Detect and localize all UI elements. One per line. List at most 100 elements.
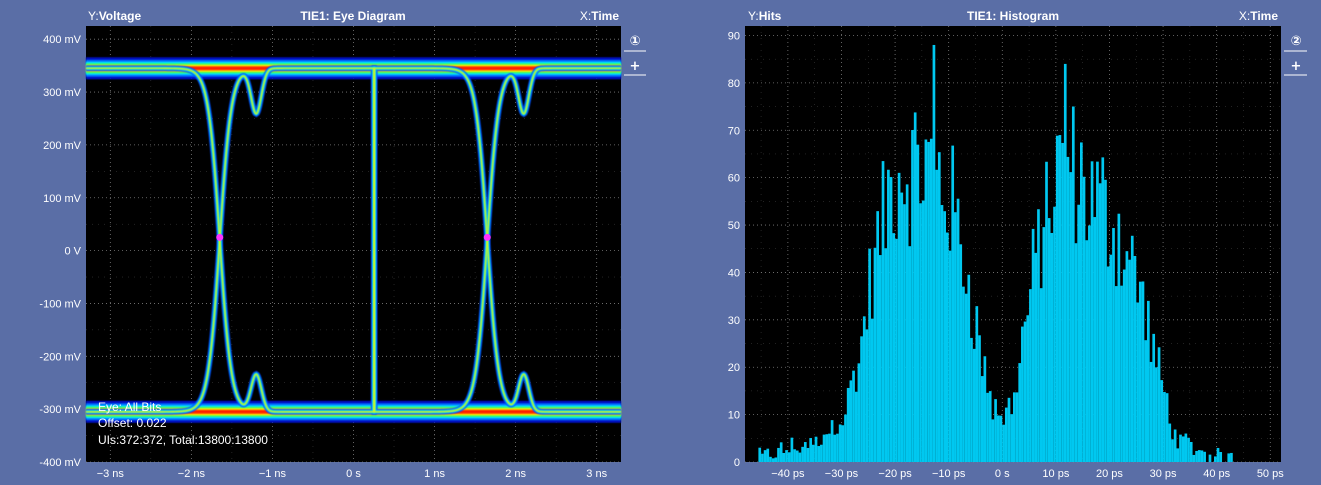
hist-y-tick-label: 40 [728, 267, 740, 279]
hist-bar [921, 200, 925, 462]
hist-bar [862, 316, 866, 462]
hist-bar [1104, 179, 1107, 462]
hist-x-tick-label: 40 ps [1203, 468, 1230, 480]
hist-bar [1138, 281, 1142, 462]
hist-bar [879, 255, 882, 462]
hist-bar [1165, 393, 1169, 462]
eye-badge[interactable]: ① [624, 34, 646, 52]
hist-bar [777, 447, 780, 462]
hist-bar [895, 238, 898, 462]
hist-bar [1133, 255, 1137, 462]
hist-x-tick-label: 50 ps [1257, 468, 1284, 480]
hist-bar [1130, 235, 1134, 462]
hist-x-tick-label: 30 ps [1150, 468, 1177, 480]
eye-title: TIE1: Eye Diagram [300, 9, 405, 23]
hist-bar [1152, 333, 1156, 462]
eye-y-tick-label: -300 mV [39, 404, 81, 416]
hist-bar [857, 363, 861, 462]
hist-bar [771, 458, 775, 462]
hist-bar [1192, 454, 1196, 462]
hist-bar [854, 391, 858, 462]
plus-icon[interactable]: + [630, 59, 641, 74]
eye-y-tick-labels: 400 mV 300 mV 200 mV 100 mV 0 V -100 mV -200 m… [39, 34, 81, 469]
hist-bar [911, 130, 914, 462]
hist-bar [1074, 243, 1078, 462]
hist-bar [779, 442, 783, 462]
hist-bar [967, 274, 971, 462]
hist-bar [817, 446, 821, 462]
hist-bar [849, 380, 853, 462]
hist-bar [964, 293, 968, 462]
hist-bar [948, 250, 952, 462]
hist-add-button[interactable]: + [1284, 59, 1307, 76]
hist-bar [986, 392, 989, 462]
hist-bar [1181, 436, 1185, 462]
badge-number-one[interactable]: ① [629, 34, 640, 49]
hist-bar [988, 391, 992, 462]
hist-y-tick-label: 30 [728, 315, 740, 327]
eye-plot-area[interactable] [86, 26, 621, 462]
hist-bar [1082, 176, 1086, 462]
hist-bar [999, 415, 1003, 462]
hist-bar [1096, 161, 1099, 462]
hist-bar [782, 453, 786, 462]
hist-bar [1039, 288, 1043, 462]
hist-y-tick-label: 20 [728, 362, 740, 374]
hist-title: TIE1: Histogram [967, 9, 1059, 23]
hist-bar [1141, 281, 1145, 462]
hist-bar [994, 399, 997, 462]
hist-bar [940, 205, 944, 462]
eye-y-axis-label: Y:Voltage [88, 9, 141, 23]
hist-bar [1144, 340, 1147, 462]
hist-bar [924, 139, 928, 462]
hist-bar [809, 438, 812, 462]
hist-bar [980, 376, 984, 462]
hist-bar [769, 456, 772, 462]
hist-bar [951, 145, 955, 462]
hist-bar [830, 420, 834, 462]
hist-x-tick-label: −40 ps [771, 468, 805, 480]
eye-traces [86, 57, 621, 423]
hist-bar [876, 211, 879, 462]
hist-y-tick-label: 70 [728, 125, 740, 137]
hist-bar [814, 436, 818, 462]
hist-bar [844, 414, 847, 462]
hist-bar [905, 184, 909, 462]
hist-badge[interactable]: ② [1284, 34, 1307, 52]
hist-bar [1015, 392, 1019, 462]
hist-bar [801, 446, 804, 462]
eye-y-tick-label: 100 mV [43, 193, 82, 205]
eye-add-button[interactable]: + [624, 59, 646, 76]
plus-icon[interactable]: + [1291, 59, 1302, 74]
hist-bar [820, 444, 823, 462]
hist-bar [1007, 397, 1011, 462]
eye-info-line: UIs:372:372, Total:13800:13800 [98, 433, 268, 447]
hist-bar [916, 144, 920, 462]
hist-bar [838, 424, 842, 462]
hist-bar [1157, 347, 1161, 462]
hist-bar [889, 177, 893, 462]
hist-bar [758, 447, 762, 462]
hist-bar [1093, 217, 1097, 462]
hist-bar [1098, 183, 1102, 463]
hist-x-tick-labels: −40 ps −30 ps −20 ps −10 ps 0 s 10 ps 20 ps 30 … [771, 468, 1284, 480]
hist-bar [1023, 321, 1027, 462]
hist-bar [1171, 439, 1174, 462]
hist-plot-area[interactable] [745, 26, 1281, 462]
hist-bar [1018, 363, 1022, 462]
hist-bar [900, 192, 904, 462]
hist-bar [860, 336, 863, 462]
hist-bar [996, 415, 1000, 462]
hist-y-tick-label: 50 [728, 220, 740, 232]
hist-bar [1042, 227, 1046, 462]
hist-bar [1050, 232, 1054, 462]
hist-x-axis-label: X:Time [1239, 9, 1278, 23]
eye-crossing-marker [483, 233, 491, 241]
hist-bar [873, 247, 877, 462]
hist-bar [1227, 453, 1231, 462]
eye-y-tick-label: -400 mV [39, 457, 81, 469]
hist-x-tick-label: −10 ps [932, 468, 966, 480]
hist-bar [1128, 259, 1131, 462]
hist-bar [954, 212, 957, 462]
badge-number-two[interactable]: ② [1290, 34, 1301, 49]
